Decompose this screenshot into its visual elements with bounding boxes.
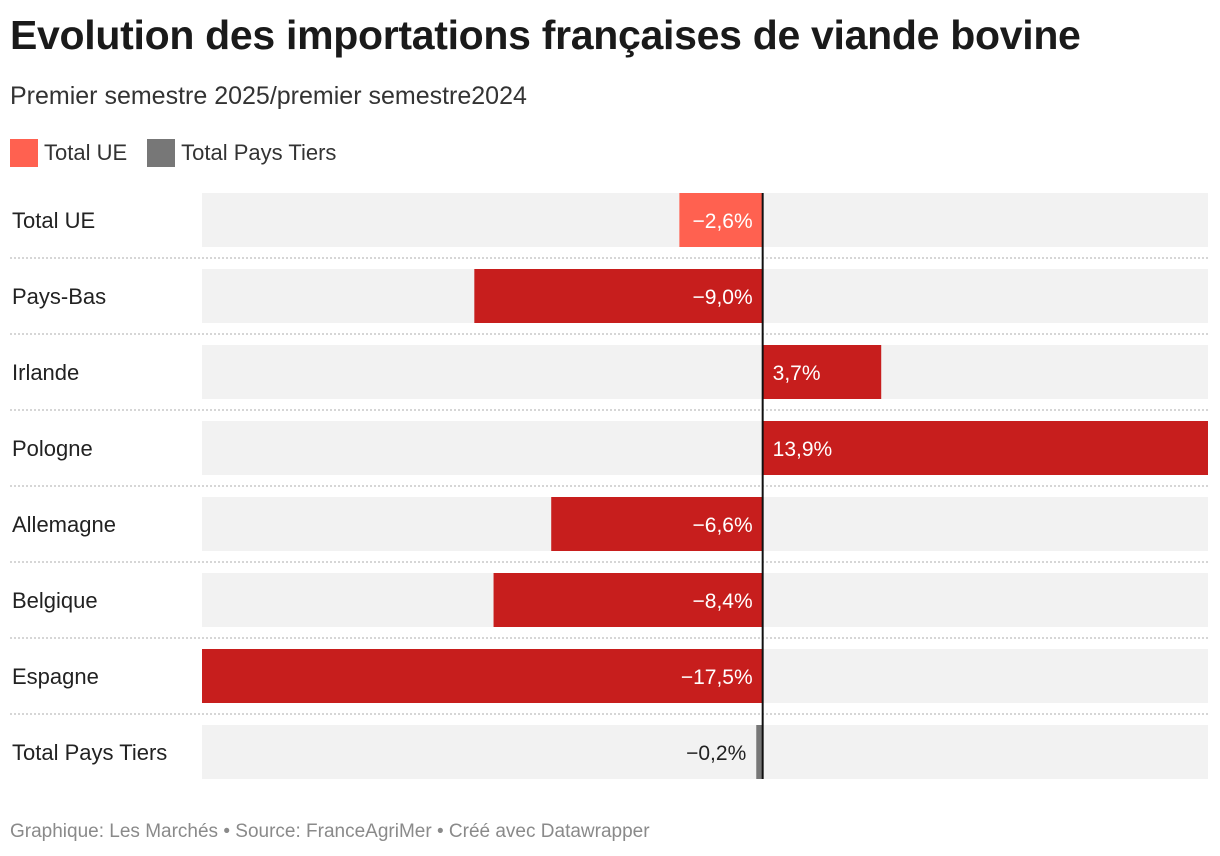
bar-pologne — [762, 421, 1208, 475]
category-label-pays-bas: Pays-Bas — [12, 284, 106, 309]
value-label-total-pays-tiers: −0,2% — [686, 742, 746, 765]
legend-item-total-ue: Total UE — [10, 139, 127, 167]
bar-chart: Total UE −2,6% Pays-Bas −9,0% Irlande 3,7% Pol… — [10, 193, 1208, 779]
bar-belgique — [493, 573, 763, 627]
category-label-pologne: Pologne — [12, 436, 93, 461]
value-label-espagne: −17,5% — [681, 666, 753, 689]
category-label-total-ue: Total UE — [12, 208, 95, 233]
category-label-belgique: Belgique — [12, 588, 98, 613]
bar-track-irlande — [202, 345, 1208, 399]
footer-source: Source: FranceAgriMer — [235, 821, 432, 842]
legend-label-total-ue: Total UE — [44, 140, 128, 165]
bar-pays-bas — [474, 269, 763, 323]
legend-swatch-total-ue — [10, 139, 38, 167]
legend-swatch-total-pays-tiers — [147, 139, 176, 167]
bar-allemagne — [551, 497, 763, 551]
bar-track-total-pays-tiers — [202, 725, 1208, 779]
bar-total-pays-tiers — [756, 725, 763, 779]
value-label-pays-bas: −9,0% — [693, 286, 753, 309]
bar-total-ue — [679, 193, 763, 247]
footer-graphique: Graphique: Les Marchés — [10, 821, 219, 842]
category-label-espagne: Espagne — [12, 664, 99, 689]
category-label-irlande: Irlande — [12, 360, 79, 385]
category-label-allemagne: Allemagne — [12, 512, 116, 537]
footer-credit: Créé avec Datawrapper — [448, 821, 650, 842]
legend: Total UE Total Pays Tiers — [10, 139, 356, 167]
legend-label-total-pays-tiers: Total Pays Tiers — [181, 140, 337, 165]
chart-subtitle: Premier semestre 2025/premier semestre20… — [10, 82, 527, 110]
footer-separator-2: • — [431, 821, 449, 842]
value-label-pologne: 13,9% — [773, 438, 833, 461]
value-label-total-ue: −2,6% — [693, 210, 753, 233]
category-label-total-pays-tiers: Total Pays Tiers — [12, 740, 167, 765]
value-label-irlande: 3,7% — [773, 362, 821, 385]
bar-irlande — [762, 345, 882, 399]
legend-item-total-pays-tiers: Total Pays Tiers — [147, 139, 336, 167]
bar-espagne — [202, 649, 763, 703]
chart-title: Evolution des importations françaises de… — [10, 12, 1081, 58]
footer-separator-1: • — [218, 821, 236, 842]
value-label-allemagne: −6,6% — [693, 514, 753, 537]
value-label-belgique: −8,4% — [693, 590, 753, 613]
footer: Graphique: Les Marchés • Source: FranceA… — [10, 821, 650, 843]
